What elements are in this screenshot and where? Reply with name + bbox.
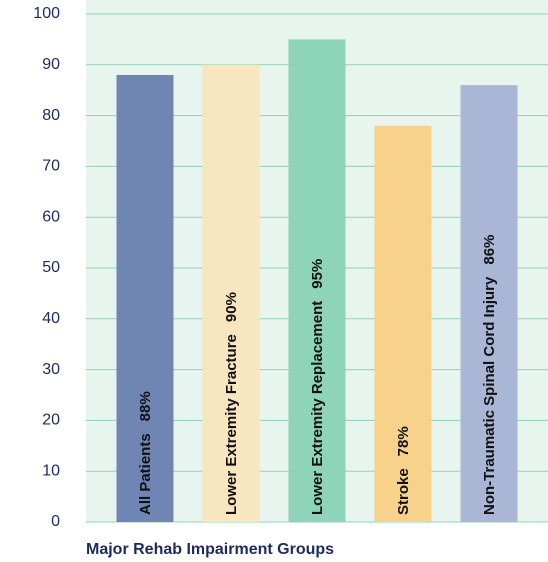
bar bbox=[202, 64, 260, 523]
y-tick-label: 0 bbox=[51, 513, 60, 530]
y-tick-label: 100 bbox=[33, 5, 60, 22]
y-tick-label: 30 bbox=[42, 361, 60, 378]
category-label: All Patients bbox=[137, 433, 154, 515]
category-label: Stroke bbox=[395, 468, 412, 515]
y-tick-label: 80 bbox=[42, 107, 60, 124]
bar bbox=[116, 74, 174, 523]
category-label: Lower Extremity Replacement bbox=[309, 301, 326, 515]
y-tick-label: 50 bbox=[42, 259, 60, 276]
bar-label: Non-Traumatic Spinal Cord Injury 86% bbox=[481, 235, 498, 515]
bar-label: All Patients 88% bbox=[137, 391, 154, 515]
y-tick-label: 70 bbox=[42, 158, 60, 175]
y-tick-label: 90 bbox=[42, 56, 60, 73]
y-tick-label: 20 bbox=[42, 412, 60, 429]
bar bbox=[460, 85, 518, 523]
bar bbox=[288, 39, 346, 523]
bar bbox=[374, 125, 432, 522]
value-label: 78% bbox=[395, 426, 412, 456]
value-label: 86% bbox=[481, 235, 498, 265]
value-label: 88% bbox=[137, 391, 154, 421]
category-label: Non-Traumatic Spinal Cord Injury bbox=[481, 276, 498, 515]
y-tick-label: 60 bbox=[42, 208, 60, 225]
category-label: Lower Extremity Fracture bbox=[223, 334, 240, 515]
value-label: 95% bbox=[309, 259, 326, 289]
bar-label: Lower Extremity Replacement 95% bbox=[309, 259, 326, 515]
y-tick-label: 10 bbox=[42, 462, 60, 479]
value-label: 90% bbox=[223, 292, 240, 322]
bar-label: Lower Extremity Fracture 90% bbox=[223, 292, 240, 515]
y-tick-label: 40 bbox=[42, 310, 60, 327]
x-axis-label: Major Rehab Impairment Groups bbox=[86, 541, 334, 558]
bar-label: Stroke 78% bbox=[395, 426, 412, 515]
